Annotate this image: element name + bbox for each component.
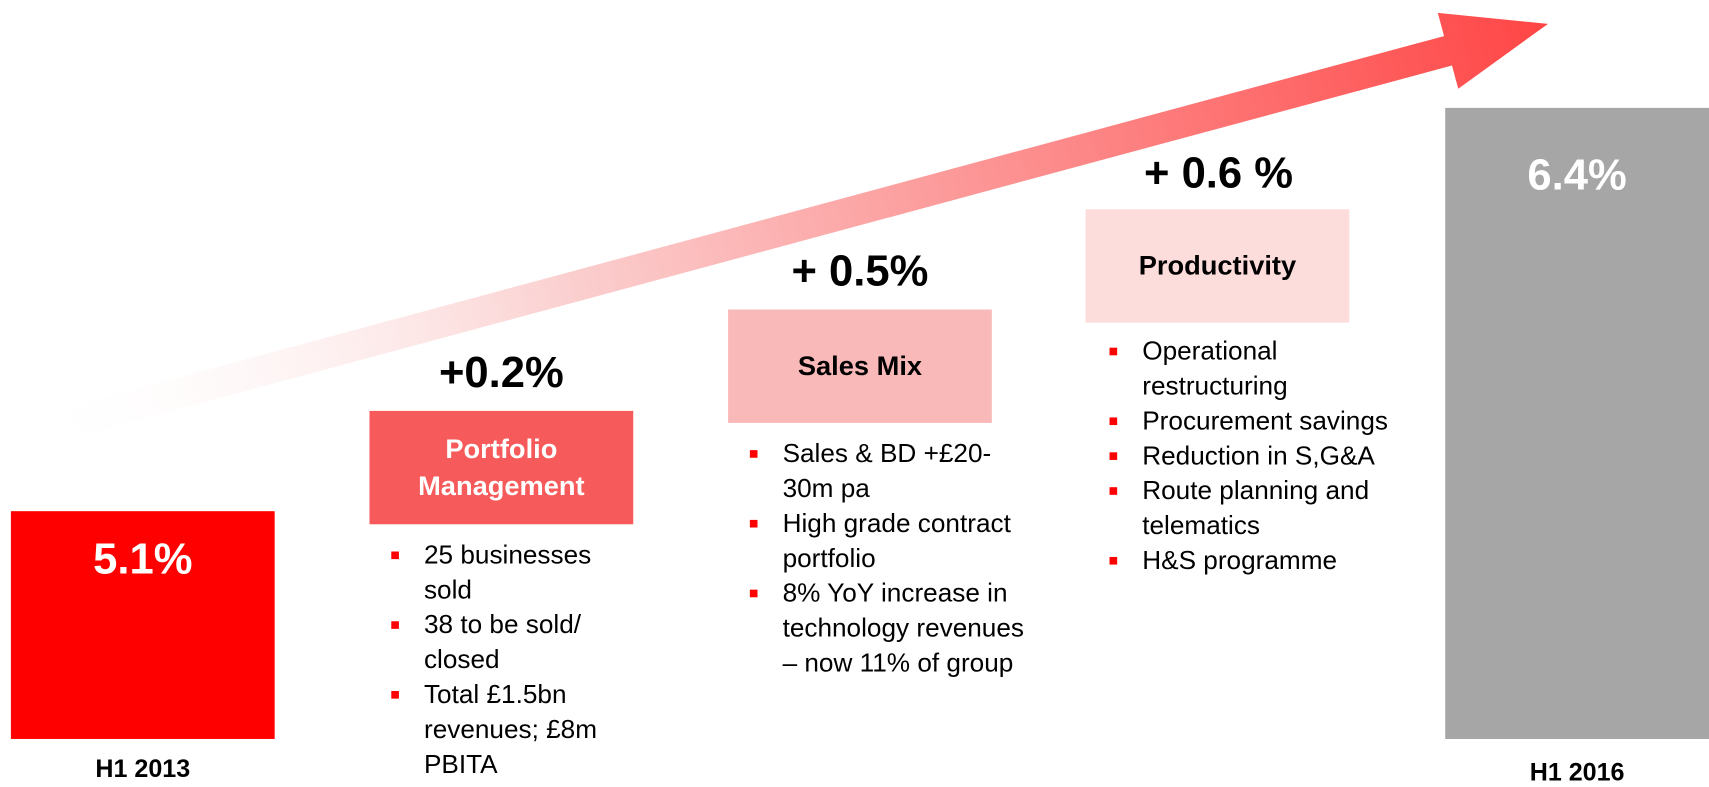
- step-bullets: Sales & BD +£20-30m pa High grade contra…: [749, 437, 1025, 682]
- step-title: Productivity: [1138, 250, 1297, 282]
- bullet: 25 businesses sold: [391, 538, 631, 608]
- end-bar: 6.4%: [1445, 107, 1709, 739]
- bullet: 38 to be sold/ closed: [391, 608, 631, 678]
- start-value: 5.1%: [93, 535, 193, 584]
- step-title: Sales Mix: [797, 350, 923, 382]
- bullet: High grade contract portfolio: [749, 507, 1025, 577]
- bullet: Route planning and telematics: [1109, 474, 1412, 544]
- step-bullets: Operational restructuring Procurement sa…: [1109, 335, 1412, 579]
- step-delta: +0.2%: [438, 348, 564, 397]
- bullet: Sales & BD +£20-30m pa: [749, 437, 1025, 507]
- bullet: 8% YoY increase in technology revenues –…: [749, 577, 1025, 682]
- step-bullets: 25 businesses sold 38 to be sold/ closed…: [391, 538, 631, 783]
- bullet: Reduction in S,G&A: [1109, 439, 1412, 474]
- bullet: H&S programme: [1109, 544, 1412, 579]
- start-label: H1 2013: [95, 754, 191, 783]
- step-box: Sales Mix: [728, 309, 992, 423]
- bullet: Total £1.5bn revenues; £8m PBITA: [391, 678, 631, 783]
- step-title: Portfolio Management: [418, 433, 585, 502]
- end-value: 6.4%: [1527, 151, 1627, 200]
- step-delta: + 0.5%: [791, 247, 929, 296]
- step-box: Productivity: [1085, 209, 1350, 323]
- step-box: Portfolio Management: [369, 410, 634, 525]
- end-label: H1 2016: [1529, 757, 1625, 786]
- start-bar: 5.1%: [10, 511, 275, 739]
- step-delta: + 0.6 %: [1143, 149, 1294, 198]
- bullet: Procurement savings: [1109, 404, 1412, 439]
- bullet: Operational restructuring: [1109, 335, 1412, 405]
